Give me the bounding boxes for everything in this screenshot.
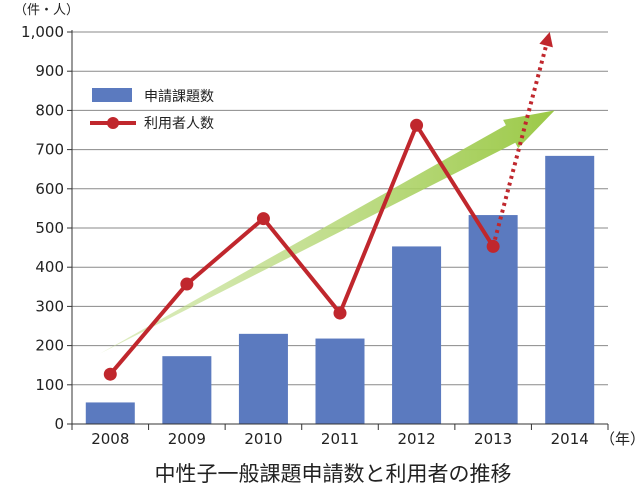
legend-line-marker	[107, 117, 119, 129]
bar	[545, 155, 595, 424]
line-point	[486, 239, 500, 253]
line-point	[180, 277, 194, 291]
axes: 0 100 200 300 400 500 600 700 800 900 1,000 2008 200…	[21, 23, 609, 448]
legend-line-label: 利用者人数	[144, 116, 214, 132]
line-path	[108, 123, 495, 376]
line-point	[103, 367, 117, 381]
bar	[238, 333, 288, 424]
bar-series	[85, 155, 595, 424]
line-series	[103, 32, 553, 381]
line-point	[410, 118, 424, 132]
x-tick-label: 2014	[551, 430, 589, 448]
y-tick-label: 800	[35, 101, 64, 119]
grid-lines	[72, 31, 608, 386]
x-tick-label: 2009	[168, 430, 206, 448]
bar	[162, 356, 212, 424]
x-unit-label: （年）	[600, 430, 642, 448]
y-tick-label: 100	[35, 376, 64, 394]
line-point	[333, 306, 347, 320]
y-tick-label: 1,000	[21, 23, 64, 41]
y-tick-label: 400	[35, 258, 64, 276]
y-tick-label: 600	[35, 180, 64, 198]
bar	[392, 246, 442, 424]
x-tick-label: 2011	[321, 430, 359, 448]
trend-arrow-shape	[100, 110, 555, 354]
dotted-trend-line	[491, 41, 550, 247]
y-tick-label: 900	[35, 62, 64, 80]
dotted-trend-arrowhead	[539, 32, 553, 48]
y-unit-label: （件・人）	[14, 3, 79, 18]
x-tick-label: 2008	[91, 430, 129, 448]
trend-arrow	[100, 110, 555, 354]
bar	[85, 402, 135, 424]
legend-bar-swatch	[92, 88, 132, 102]
x-tick-label: 2010	[244, 430, 282, 448]
y-tick-label: 700	[35, 141, 64, 159]
bar	[315, 338, 365, 424]
line-point	[256, 212, 270, 226]
x-tick-label: 2012	[397, 430, 435, 448]
y-tick-label: 300	[35, 297, 64, 315]
y-tick-label: 500	[35, 219, 64, 237]
y-tick-label: 200	[35, 337, 64, 355]
y-tick-label: 0	[54, 415, 64, 433]
legend-bar-label: 申請課題数	[144, 89, 214, 105]
x-tick-label: 2013	[474, 430, 512, 448]
chart-title: 中性子一般課題申請数と利用者の推移	[155, 462, 512, 486]
